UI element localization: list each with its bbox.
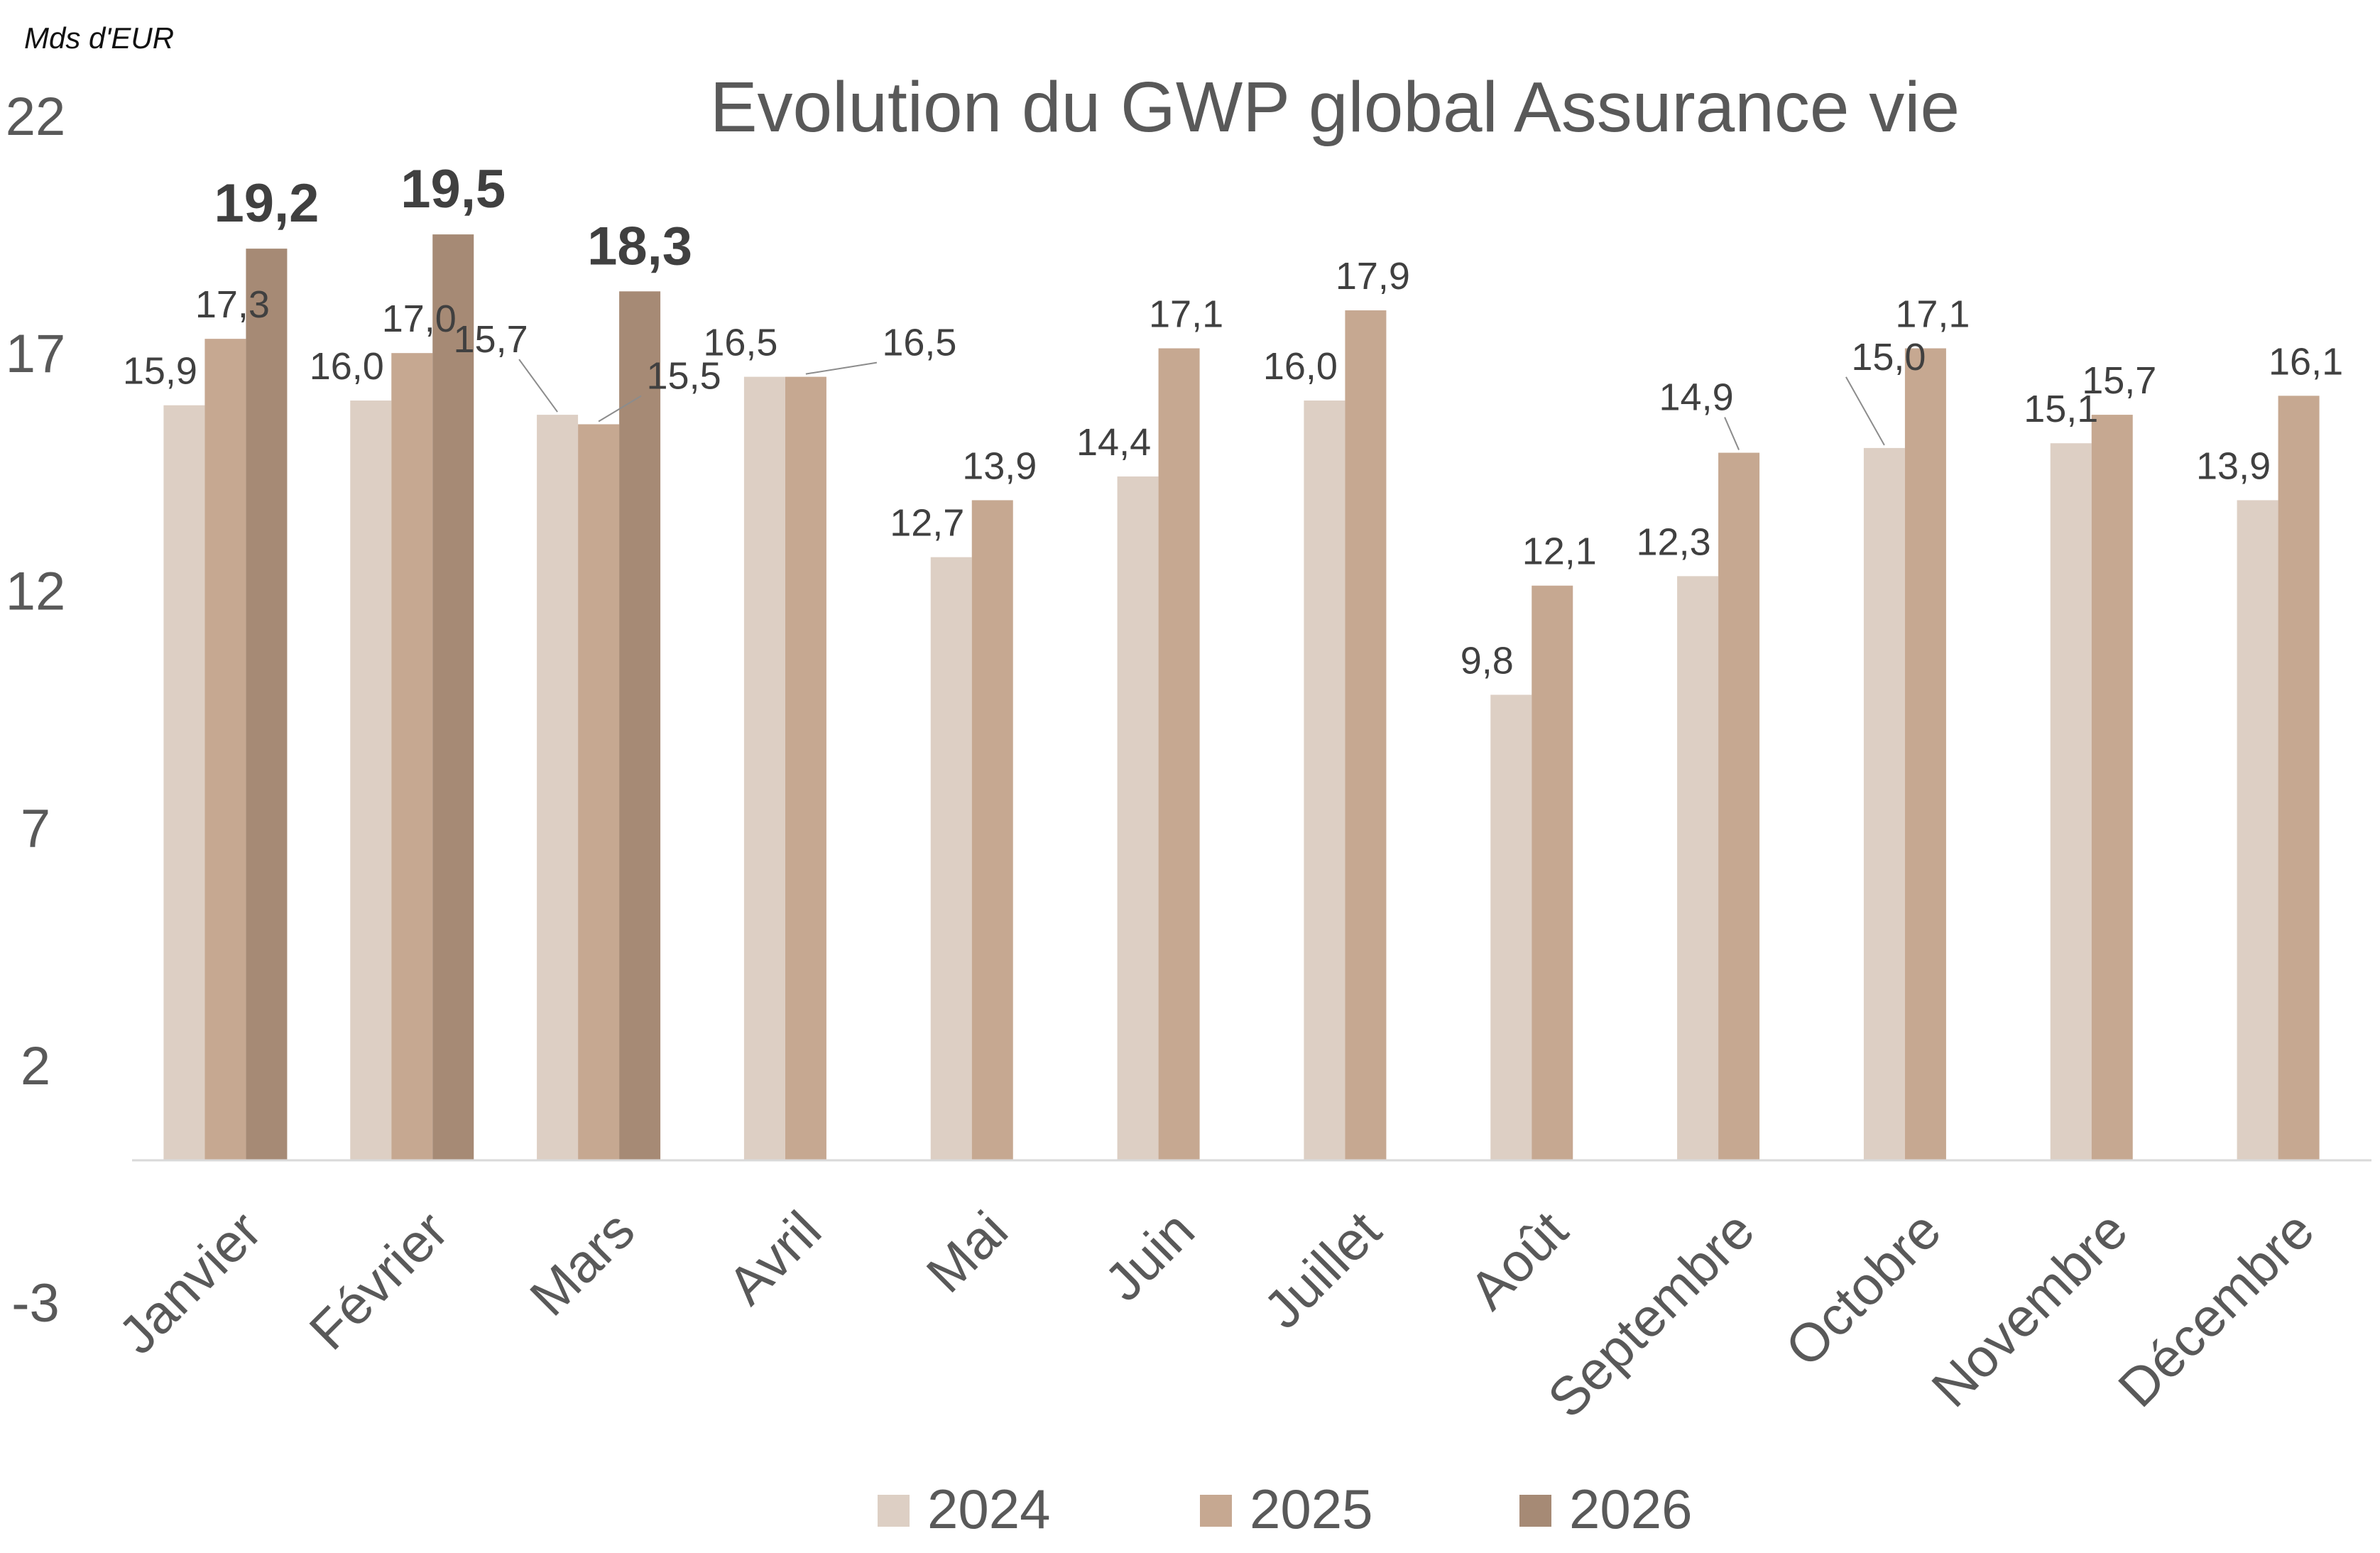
x-tick-label: Octobre bbox=[1774, 1200, 1953, 1378]
bar-2025-10 bbox=[1904, 348, 1946, 1160]
data-label-2024-11: 15,1 bbox=[2024, 388, 2098, 430]
bars bbox=[163, 234, 2320, 1161]
x-tick-label: Juillet bbox=[1252, 1200, 1393, 1341]
bar-2024-5 bbox=[930, 557, 972, 1160]
x-tick-label: Mars bbox=[519, 1200, 647, 1328]
y-tick-label: 12 bbox=[6, 561, 66, 621]
data-label-2025-7: 17,9 bbox=[1336, 255, 1410, 298]
data-label-2025-8: 12,1 bbox=[1522, 530, 1597, 573]
y-axis-ticks: 22 17 12 7 2 -3 bbox=[6, 87, 66, 1334]
data-label-2024-3: 15,7 bbox=[454, 318, 528, 361]
bar-2025-6 bbox=[1158, 348, 1200, 1160]
data-label-2024-1: 15,9 bbox=[123, 350, 197, 393]
data-label-2025-5: 13,9 bbox=[962, 445, 1037, 487]
data-label-2024-9: 12,3 bbox=[1637, 521, 1711, 563]
bar-2025-1 bbox=[204, 339, 246, 1161]
x-tick-label: Février bbox=[298, 1200, 459, 1361]
bar-2024-10 bbox=[1863, 447, 1905, 1160]
legend-swatch bbox=[878, 1495, 910, 1527]
x-tick-label: Décembre bbox=[2107, 1200, 2326, 1419]
leader-line bbox=[598, 395, 642, 423]
legend-swatch bbox=[1519, 1495, 1551, 1527]
bar-2024-8 bbox=[1490, 694, 1532, 1160]
data-label-2025-4: 16,5 bbox=[882, 322, 956, 364]
data-label-2024-2: 16,0 bbox=[310, 345, 384, 388]
legend-item-2026[interactable]: 2026 bbox=[1519, 1478, 1693, 1540]
data-label-2025-9: 14,9 bbox=[1659, 376, 1734, 419]
legend-label: 2025 bbox=[1250, 1478, 1373, 1540]
data-label-2024-5: 12,7 bbox=[890, 502, 964, 545]
unit-label: Mds d'EUR bbox=[24, 21, 175, 55]
legend-item-2025[interactable]: 2025 bbox=[1200, 1478, 1373, 1540]
data-label-2025-1: 17,3 bbox=[195, 283, 270, 326]
x-tick-label: Juin bbox=[1093, 1200, 1206, 1313]
y-tick-label: 17 bbox=[6, 324, 66, 384]
leader-line bbox=[1845, 376, 1885, 446]
bar-2025-4 bbox=[785, 376, 826, 1160]
bar-2024-4 bbox=[743, 376, 785, 1160]
data-label-2025-11: 15,7 bbox=[2082, 359, 2156, 402]
data-label-2025-10: 17,1 bbox=[1895, 293, 1970, 336]
bar-2024-1 bbox=[163, 405, 205, 1160]
leader-line bbox=[1724, 417, 1740, 450]
bar-2025-5 bbox=[971, 500, 1013, 1160]
bar-2025-2 bbox=[391, 353, 433, 1161]
label-leader-lines bbox=[518, 359, 1885, 450]
bar-2024-11 bbox=[2050, 443, 2092, 1160]
data-label-2024-4: 16,5 bbox=[703, 322, 777, 364]
data-label-2026-2: 19,5 bbox=[400, 159, 506, 219]
bar-2026-1 bbox=[246, 249, 288, 1161]
bar-2024-9 bbox=[1677, 576, 1719, 1160]
x-tick-label: Novembre bbox=[1921, 1200, 2139, 1419]
data-label-2024-12: 13,9 bbox=[2196, 445, 2271, 487]
data-label-2025-12: 16,1 bbox=[2269, 340, 2343, 383]
chart-title: Evolution du GWP global Assurance vie bbox=[710, 67, 1960, 147]
data-label-2024-10: 15,0 bbox=[1851, 336, 1926, 378]
leader-line bbox=[518, 359, 558, 413]
x-tick-label: Avril bbox=[716, 1200, 833, 1317]
y-tick-label: -3 bbox=[11, 1273, 60, 1334]
data-label-2025-3: 15,5 bbox=[647, 354, 721, 397]
bar-2026-2 bbox=[432, 234, 474, 1161]
bar-2025-8 bbox=[1532, 585, 1573, 1160]
data-label-2024-8: 9,8 bbox=[1461, 639, 1514, 682]
data-label-2026-3: 18,3 bbox=[587, 216, 692, 276]
bar-2024-2 bbox=[350, 400, 392, 1160]
x-axis-ticks: Janvier Février Mars Avril Mai Juin Juillet Aoû… bbox=[107, 1200, 2326, 1429]
bar-2025-11 bbox=[2091, 415, 2133, 1160]
bar-2025-9 bbox=[1718, 452, 1760, 1160]
x-tick-label: Août bbox=[1458, 1200, 1580, 1322]
data-label-2026-1: 19,2 bbox=[214, 173, 319, 234]
data-label-2025-2: 17,0 bbox=[382, 298, 457, 340]
bar-2025-7 bbox=[1345, 310, 1387, 1161]
legend-label: 2026 bbox=[1569, 1478, 1693, 1540]
bar-2024-12 bbox=[2237, 500, 2278, 1160]
bar-2024-3 bbox=[537, 415, 579, 1160]
data-label-2025-6: 17,1 bbox=[1149, 293, 1223, 336]
data-labels: 15,9 17,3 19,2 16,0 17,0 19,5 15,7 15,5 18,3 16,5… bbox=[123, 159, 2343, 682]
y-tick-label: 2 bbox=[21, 1036, 50, 1096]
bar-2026-3 bbox=[619, 291, 661, 1161]
bar-2024-7 bbox=[1304, 400, 1345, 1160]
bar-2025-3 bbox=[578, 424, 620, 1161]
x-tick-label: Janvier bbox=[107, 1200, 273, 1366]
legend-item-2024[interactable]: 2024 bbox=[878, 1478, 1051, 1540]
legend[interactable]: 2024 2025 2026 bbox=[878, 1478, 1693, 1540]
legend-label: 2024 bbox=[927, 1478, 1051, 1540]
y-tick-label: 22 bbox=[6, 87, 66, 147]
leader-line bbox=[805, 361, 878, 375]
bar-2024-6 bbox=[1117, 476, 1159, 1160]
bar-2025-12 bbox=[2278, 396, 2320, 1161]
y-tick-label: 7 bbox=[21, 799, 50, 859]
data-label-2024-7: 16,0 bbox=[1263, 345, 1338, 388]
x-tick-label: Mai bbox=[915, 1200, 1020, 1304]
legend-swatch bbox=[1200, 1495, 1232, 1527]
data-label-2024-6: 14,4 bbox=[1076, 421, 1151, 464]
